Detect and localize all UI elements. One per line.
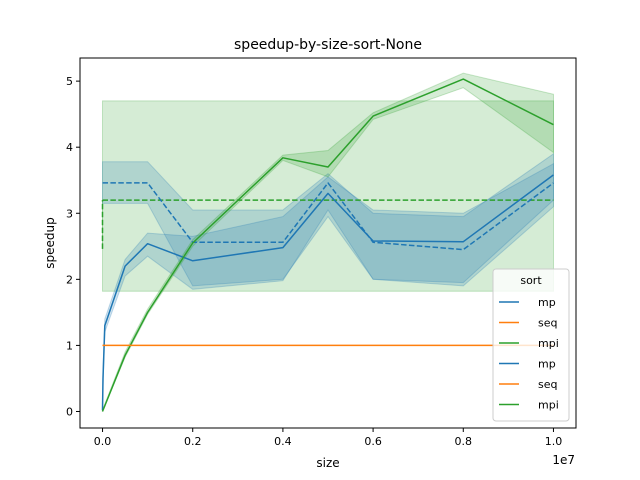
series-1-line <box>102 182 554 251</box>
y-tick-label: 2 <box>66 273 73 286</box>
x-tick-label: 0.0 <box>94 435 112 448</box>
x-axis-offset-label: 1e7 <box>552 453 575 467</box>
y-tick-label: 4 <box>66 141 73 154</box>
y-tick-label: 0 <box>66 405 73 418</box>
legend-label: mpi <box>538 399 559 412</box>
x-tick-label: 1.0 <box>545 435 563 448</box>
x-axis-ticks: 0.0 0.2 0.4 0.6 0.8 1.0 <box>94 428 562 448</box>
legend-label: mp <box>538 358 556 371</box>
series-1-band <box>102 152 554 287</box>
y-tick-label: 5 <box>66 75 73 88</box>
legend-label: seq <box>538 378 557 391</box>
legend-title: sort <box>520 274 542 287</box>
series-3-line <box>101 78 554 412</box>
y-axis-label: speedup <box>43 217 57 268</box>
plot-frame <box>79 57 577 429</box>
legend-label: seq <box>538 317 557 330</box>
legend-label: mpi <box>538 337 559 350</box>
legend-label: mp <box>538 296 556 309</box>
series-2-line <box>101 174 554 411</box>
legend-box <box>492 268 570 422</box>
y-axis-ticks: 0 1 2 3 4 5 <box>66 75 80 418</box>
x-tick-label: 0.4 <box>274 435 292 448</box>
x-tick-label: 0.6 <box>364 435 382 448</box>
x-tick-label: 0.2 <box>184 435 202 448</box>
x-tick-label: 0.8 <box>455 435 473 448</box>
legend: sort mp seq mpi mp seq mpi <box>492 268 570 422</box>
y-tick-label: 1 <box>66 339 73 352</box>
confidence-bands <box>102 72 554 412</box>
series-lines <box>101 78 554 412</box>
x-axis-label: size <box>316 456 339 470</box>
chart-title: speedup-by-size-sort-None <box>234 37 422 53</box>
y-tick-label: 3 <box>66 207 73 220</box>
